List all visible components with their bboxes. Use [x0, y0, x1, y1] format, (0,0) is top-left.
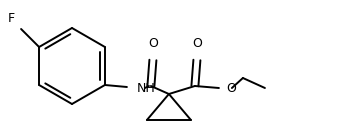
Text: O: O: [226, 82, 236, 94]
Text: O: O: [148, 37, 158, 50]
Text: O: O: [192, 37, 202, 50]
Text: F: F: [8, 12, 15, 25]
Text: NH: NH: [137, 82, 156, 94]
